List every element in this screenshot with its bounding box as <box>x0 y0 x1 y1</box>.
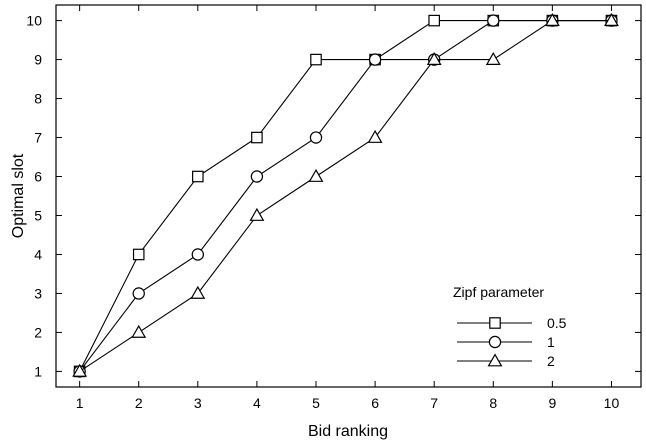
axis-ticks: 1 2 3 4 5 6 7 8 9 10 1 2 3 4 5 6 7 8 9 10 <box>26 5 641 411</box>
series-square <box>73 14 618 378</box>
legend-title: Zipf parameter <box>453 284 544 300</box>
data-point <box>251 131 263 144</box>
y-tick-label: 1 <box>34 363 42 379</box>
y-tick-label: 10 <box>26 13 42 29</box>
series-circle <box>73 14 618 378</box>
data-point <box>604 12 619 26</box>
x-tick-label: 7 <box>430 395 438 411</box>
y-tick-label: 5 <box>34 207 42 223</box>
x-tick-label: 1 <box>76 395 84 411</box>
data-point <box>190 285 206 299</box>
data-point <box>544 12 560 26</box>
data-point <box>308 168 324 182</box>
plot-frame <box>55 4 642 388</box>
data-point <box>191 248 205 261</box>
x-tick-label: 5 <box>312 395 320 411</box>
series-group <box>72 12 619 378</box>
y-axis-label: Optimal slot <box>10 153 27 238</box>
legend-label: 1 <box>547 334 555 350</box>
data-point <box>249 207 265 221</box>
y-tick-label: 9 <box>34 52 42 68</box>
y-tick-label: 6 <box>34 169 42 185</box>
series-line <box>79 20 612 372</box>
y-tick-label: 8 <box>34 91 42 107</box>
legend: Zipf parameter 0.5 1 2 <box>453 284 567 369</box>
x-tick-label: 10 <box>604 395 620 411</box>
x-tick-label: 3 <box>194 395 202 411</box>
series-triangle <box>72 12 619 377</box>
y-tick-label: 4 <box>34 246 42 262</box>
x-tick-label: 9 <box>548 395 556 411</box>
legend-marker <box>487 353 503 367</box>
data-point <box>368 53 382 66</box>
data-point <box>72 363 88 377</box>
series-line <box>79 20 612 372</box>
data-point <box>428 14 440 27</box>
data-point <box>309 131 323 144</box>
data-point <box>426 51 442 65</box>
data-point <box>131 324 147 338</box>
data-point <box>485 51 501 65</box>
legend-marker <box>488 335 502 349</box>
x-tick-label: 2 <box>135 395 143 411</box>
legend-item: 2 <box>457 353 555 369</box>
legend-label: 2 <box>547 353 555 369</box>
legend-marker <box>489 317 501 329</box>
data-point <box>132 248 145 261</box>
y-tick-label: 2 <box>34 324 42 340</box>
x-axis-label: Bid ranking <box>308 423 388 440</box>
x-tick-label: 4 <box>253 395 261 411</box>
legend-label: 0.5 <box>547 315 567 331</box>
data-point <box>487 14 500 27</box>
x-tick-label: 8 <box>489 395 497 411</box>
data-point <box>310 53 322 66</box>
data-point <box>132 287 145 300</box>
y-tick-label: 7 <box>34 130 42 146</box>
data-point <box>367 129 383 143</box>
data-point <box>250 170 264 183</box>
data-point <box>192 170 204 183</box>
y-tick-label: 3 <box>34 285 42 301</box>
legend-item: 1 <box>457 334 555 350</box>
legend-items: 0.5 1 2 <box>457 315 567 369</box>
x-tick-label: 6 <box>371 395 379 411</box>
legend-item: 0.5 <box>457 315 567 331</box>
